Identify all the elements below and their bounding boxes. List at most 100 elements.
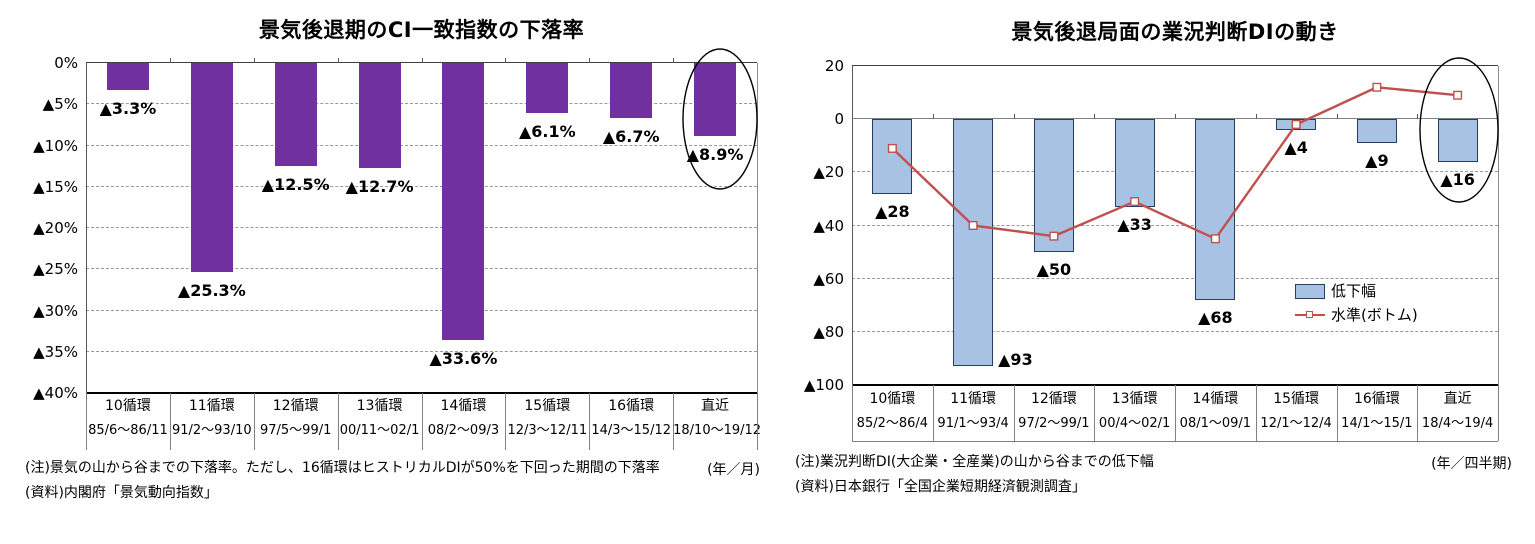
bar-label: ▲16 xyxy=(1440,169,1475,189)
category-label: 14循環 xyxy=(1192,391,1239,407)
category-label: 直近 xyxy=(701,398,730,414)
x-axis-unit-label: (年／四半期) xyxy=(1431,456,1512,472)
category-separator xyxy=(1255,385,1257,441)
note-data-source: (資料)内閣府「景気動向指数」 xyxy=(25,485,218,501)
bar xyxy=(106,63,149,91)
y-axis-label: ▲30% xyxy=(33,301,78,320)
category-label: 11循環 xyxy=(188,398,235,414)
legend-bar-swatch xyxy=(1295,284,1325,299)
bar-label: ▲28 xyxy=(875,201,910,221)
chart-panel-tankan-di: 景気後退局面の業況判断DIの動き (注)業況判断DI(大企業・全産業)の山から谷… xyxy=(767,0,1535,544)
category-area-bottom-border xyxy=(852,441,1498,442)
gridline xyxy=(86,144,757,146)
category-axis-tick xyxy=(337,58,339,63)
value-axis-line xyxy=(852,66,853,385)
category-axis-tick xyxy=(1094,114,1096,120)
category-label: 13循環 xyxy=(1111,391,1158,407)
legend-label-line: 水準(ボトム) xyxy=(1331,306,1418,324)
category-separator xyxy=(1013,385,1015,441)
gridline xyxy=(86,268,757,270)
category-separator xyxy=(1417,385,1419,441)
bar xyxy=(610,63,653,119)
period-label: 00/11～02/1 xyxy=(339,423,420,438)
bar xyxy=(1437,119,1478,162)
category-axis-tick xyxy=(421,58,423,63)
category-separator xyxy=(932,385,934,441)
chart-title-tankan-di: 景気後退局面の業況判断DIの動き xyxy=(1011,20,1339,44)
note-data-source: (資料)日本銀行「全国企業短期経済観測調査」 xyxy=(795,479,1086,495)
category-separator xyxy=(1336,385,1338,441)
category-separator xyxy=(673,393,675,450)
line-marker xyxy=(1372,82,1382,92)
category-label: 15循環 xyxy=(524,398,571,414)
gridline xyxy=(852,65,1498,66)
y-axis-label: 0% xyxy=(54,54,78,72)
category-separator xyxy=(1498,385,1499,441)
period-label: 12/3～12/11 xyxy=(507,423,588,438)
chart-panel-ci-decline: 景気後退期のCI一致指数の下落率 (注)景気の山から谷までの下落率。ただし、16… xyxy=(25,18,762,501)
category-axis-tick xyxy=(1417,114,1419,120)
period-label: 00/4～02/1 xyxy=(1098,416,1171,431)
y-axis-label: ▲40% xyxy=(33,384,78,402)
bar xyxy=(1114,119,1155,207)
category-separator xyxy=(337,393,339,450)
category-separator xyxy=(169,393,171,450)
category-axis-tick xyxy=(589,58,591,63)
y-axis-label: ▲60 xyxy=(813,269,844,288)
category-label: 10循環 xyxy=(105,398,151,414)
category-separator xyxy=(757,393,758,450)
category-axis-tick xyxy=(253,58,255,63)
bar-label: ▲33 xyxy=(1117,214,1152,234)
chart-title-ci-decline: 景気後退期のCI一致指数の下落率 xyxy=(258,18,585,42)
bar-label: ▲12.7% xyxy=(345,176,414,196)
bar xyxy=(358,63,401,168)
y-axis-label: ▲40 xyxy=(813,216,844,235)
category-label: 12循環 xyxy=(272,398,319,414)
period-label: 18/10～19/12 xyxy=(673,423,762,438)
category-axis-tick xyxy=(1013,114,1015,120)
y-axis-label: ▲100 xyxy=(803,376,844,394)
category-separator xyxy=(505,393,507,450)
bar-label: ▲6.1% xyxy=(518,122,576,142)
bar-label: ▲33.6% xyxy=(429,349,498,369)
category-axis-tick xyxy=(505,58,507,63)
category-separator xyxy=(589,393,591,450)
gridline xyxy=(86,350,757,352)
period-label: 14/3～15/12 xyxy=(591,423,672,438)
y-axis-label: ▲10% xyxy=(33,136,78,155)
category-label: 直近 xyxy=(1443,391,1472,407)
bar-label: ▲12.5% xyxy=(261,175,330,195)
category-separator xyxy=(86,393,87,450)
category-label: 15循環 xyxy=(1273,391,1320,407)
category-label: 13循環 xyxy=(356,398,403,414)
bar-label: ▲9 xyxy=(1365,151,1389,171)
bar xyxy=(1033,119,1074,253)
bar-label: ▲6.7% xyxy=(602,127,660,147)
period-label: 18/4～19/4 xyxy=(1421,416,1494,431)
category-separator xyxy=(852,385,853,441)
bar xyxy=(274,63,317,167)
period-label: 91/1～93/4 xyxy=(937,416,1009,431)
y-axis-label: ▲5% xyxy=(42,95,78,114)
category-axis-tick xyxy=(1175,114,1176,120)
category-label: 12循環 xyxy=(1030,391,1077,407)
bar xyxy=(1195,119,1236,300)
bar xyxy=(526,63,569,114)
gridline xyxy=(852,330,1498,332)
legend-line-marker xyxy=(1306,311,1313,318)
category-axis-tick xyxy=(1255,114,1257,120)
period-label: 97/2～99/1 xyxy=(1018,416,1090,431)
y-axis-label: ▲20% xyxy=(33,219,78,237)
gridline xyxy=(86,103,757,105)
period-label: 97/5～99/1 xyxy=(259,423,332,438)
period-label: 12/1～12/4 xyxy=(1260,416,1332,431)
bar xyxy=(442,63,485,341)
y-axis-label: 0 xyxy=(834,110,844,129)
y-axis-label: ▲25% xyxy=(33,260,78,279)
category-separator xyxy=(1094,385,1096,441)
category-axis-tick xyxy=(1336,114,1338,120)
bar-label: ▲68 xyxy=(1198,307,1233,327)
gridline xyxy=(86,185,757,187)
period-label: 08/2～09/3 xyxy=(427,423,500,438)
